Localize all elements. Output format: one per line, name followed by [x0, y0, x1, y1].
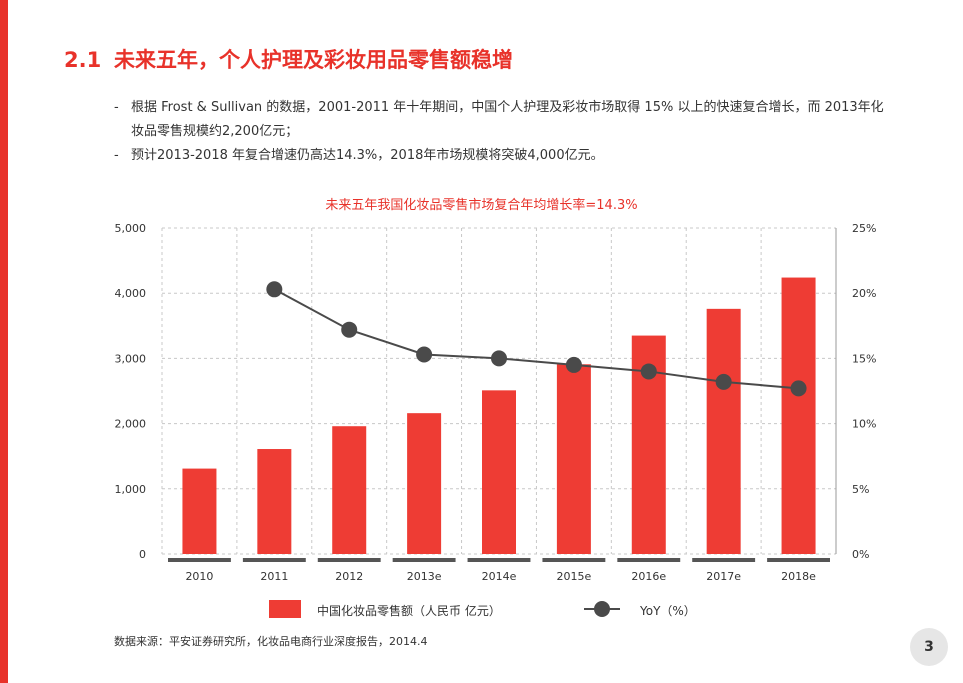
axis-base-segment [542, 558, 606, 562]
yoy-point [416, 346, 433, 363]
bullet-item: - 根据 Frost & Sullivan 的数据，2001-2011 年十年期… [114, 96, 887, 144]
y-right-tick-label: 10% [852, 418, 876, 431]
axis-base-segment [467, 558, 531, 562]
bar [482, 390, 516, 554]
legend-line-label: YoY（%） [640, 604, 696, 618]
section-title: 未来五年，个人护理及彩妆用品零售额稳增 [114, 48, 513, 72]
bar [182, 468, 217, 554]
page-title: 2.1 未来五年，个人护理及彩妆用品零售额稳增 [64, 44, 513, 74]
x-tick-label: 2017e [706, 570, 741, 583]
y-right-tick-label: 0% [852, 548, 869, 561]
yoy-point [565, 356, 582, 373]
yoy-point [715, 373, 732, 390]
accent-side-bar [0, 0, 8, 683]
legend-line-swatch [584, 601, 620, 617]
axis-base-segment [767, 558, 830, 562]
y-right-tick-label: 5% [852, 483, 869, 496]
y-left-tick-label: 0 [139, 548, 146, 561]
bullet-text: 预计2013-2018 年复合增速仍高达14.3%，2018年市场规模将突破4,… [131, 148, 604, 163]
axis-base-segment [242, 558, 306, 562]
axis-base-segment [168, 558, 231, 562]
bar [706, 308, 741, 554]
x-tick-label: 2018e [781, 570, 816, 583]
x-tick-label: 2012 [335, 570, 363, 583]
bar [556, 364, 591, 554]
x-tick-label: 2015e [557, 570, 592, 583]
y-left-tick-label: 4,000 [115, 287, 147, 300]
bar [781, 277, 816, 554]
y-left-tick-label: 5,000 [115, 222, 147, 235]
axis-base-segment [392, 558, 456, 562]
axis-base-segment [317, 558, 381, 562]
bullet-dash: - [114, 100, 119, 115]
legend-bar-swatch [269, 600, 301, 618]
y-right-tick-label: 20% [852, 287, 876, 300]
section-number: 2.1 [64, 48, 102, 72]
x-tick-label: 2011 [260, 570, 288, 583]
yoy-point [266, 281, 283, 298]
x-tick-label: 2013e [407, 570, 442, 583]
bullet-item: - 预计2013-2018 年复合增速仍高达14.3%，2018年市场规模将突破… [114, 144, 887, 168]
bar [407, 413, 442, 554]
yoy-line [273, 288, 799, 390]
yoy-point [640, 363, 657, 380]
yoy-point [790, 380, 807, 397]
x-tick-label: 2016e [631, 570, 666, 583]
bullet-dash: - [114, 148, 119, 163]
source-note: 数据来源：平安证券研究所，化妆品电商行业深度报告，2014.4 [114, 635, 428, 648]
yoy-point [491, 350, 507, 367]
bar [332, 426, 367, 554]
x-tick-label: 2010 [185, 570, 213, 583]
yoy-point [341, 321, 358, 338]
bullet-text: 根据 Frost & Sullivan 的数据，2001-2011 年十年期间，… [131, 100, 884, 139]
axis-base-segment [617, 558, 681, 562]
chart-title: 未来五年我国化妆品零售市场复合年均增长率=14.3% [325, 198, 638, 213]
bar [257, 449, 292, 554]
y-left-tick-label: 1,000 [115, 483, 147, 496]
y-left-tick-label: 2,000 [115, 418, 147, 431]
page-number: 3 [910, 628, 948, 666]
axis-base-segment [692, 558, 756, 562]
x-tick-label: 2014e [482, 570, 517, 583]
y-right-tick-label: 25% [852, 222, 876, 235]
bullet-list: - 根据 Frost & Sullivan 的数据，2001-2011 年十年期… [114, 96, 887, 168]
legend-bar-label: 中国化妆品零售额（人民币 亿元） [317, 604, 501, 618]
y-left-tick-label: 3,000 [115, 352, 147, 365]
y-right-tick-label: 15% [852, 352, 876, 365]
